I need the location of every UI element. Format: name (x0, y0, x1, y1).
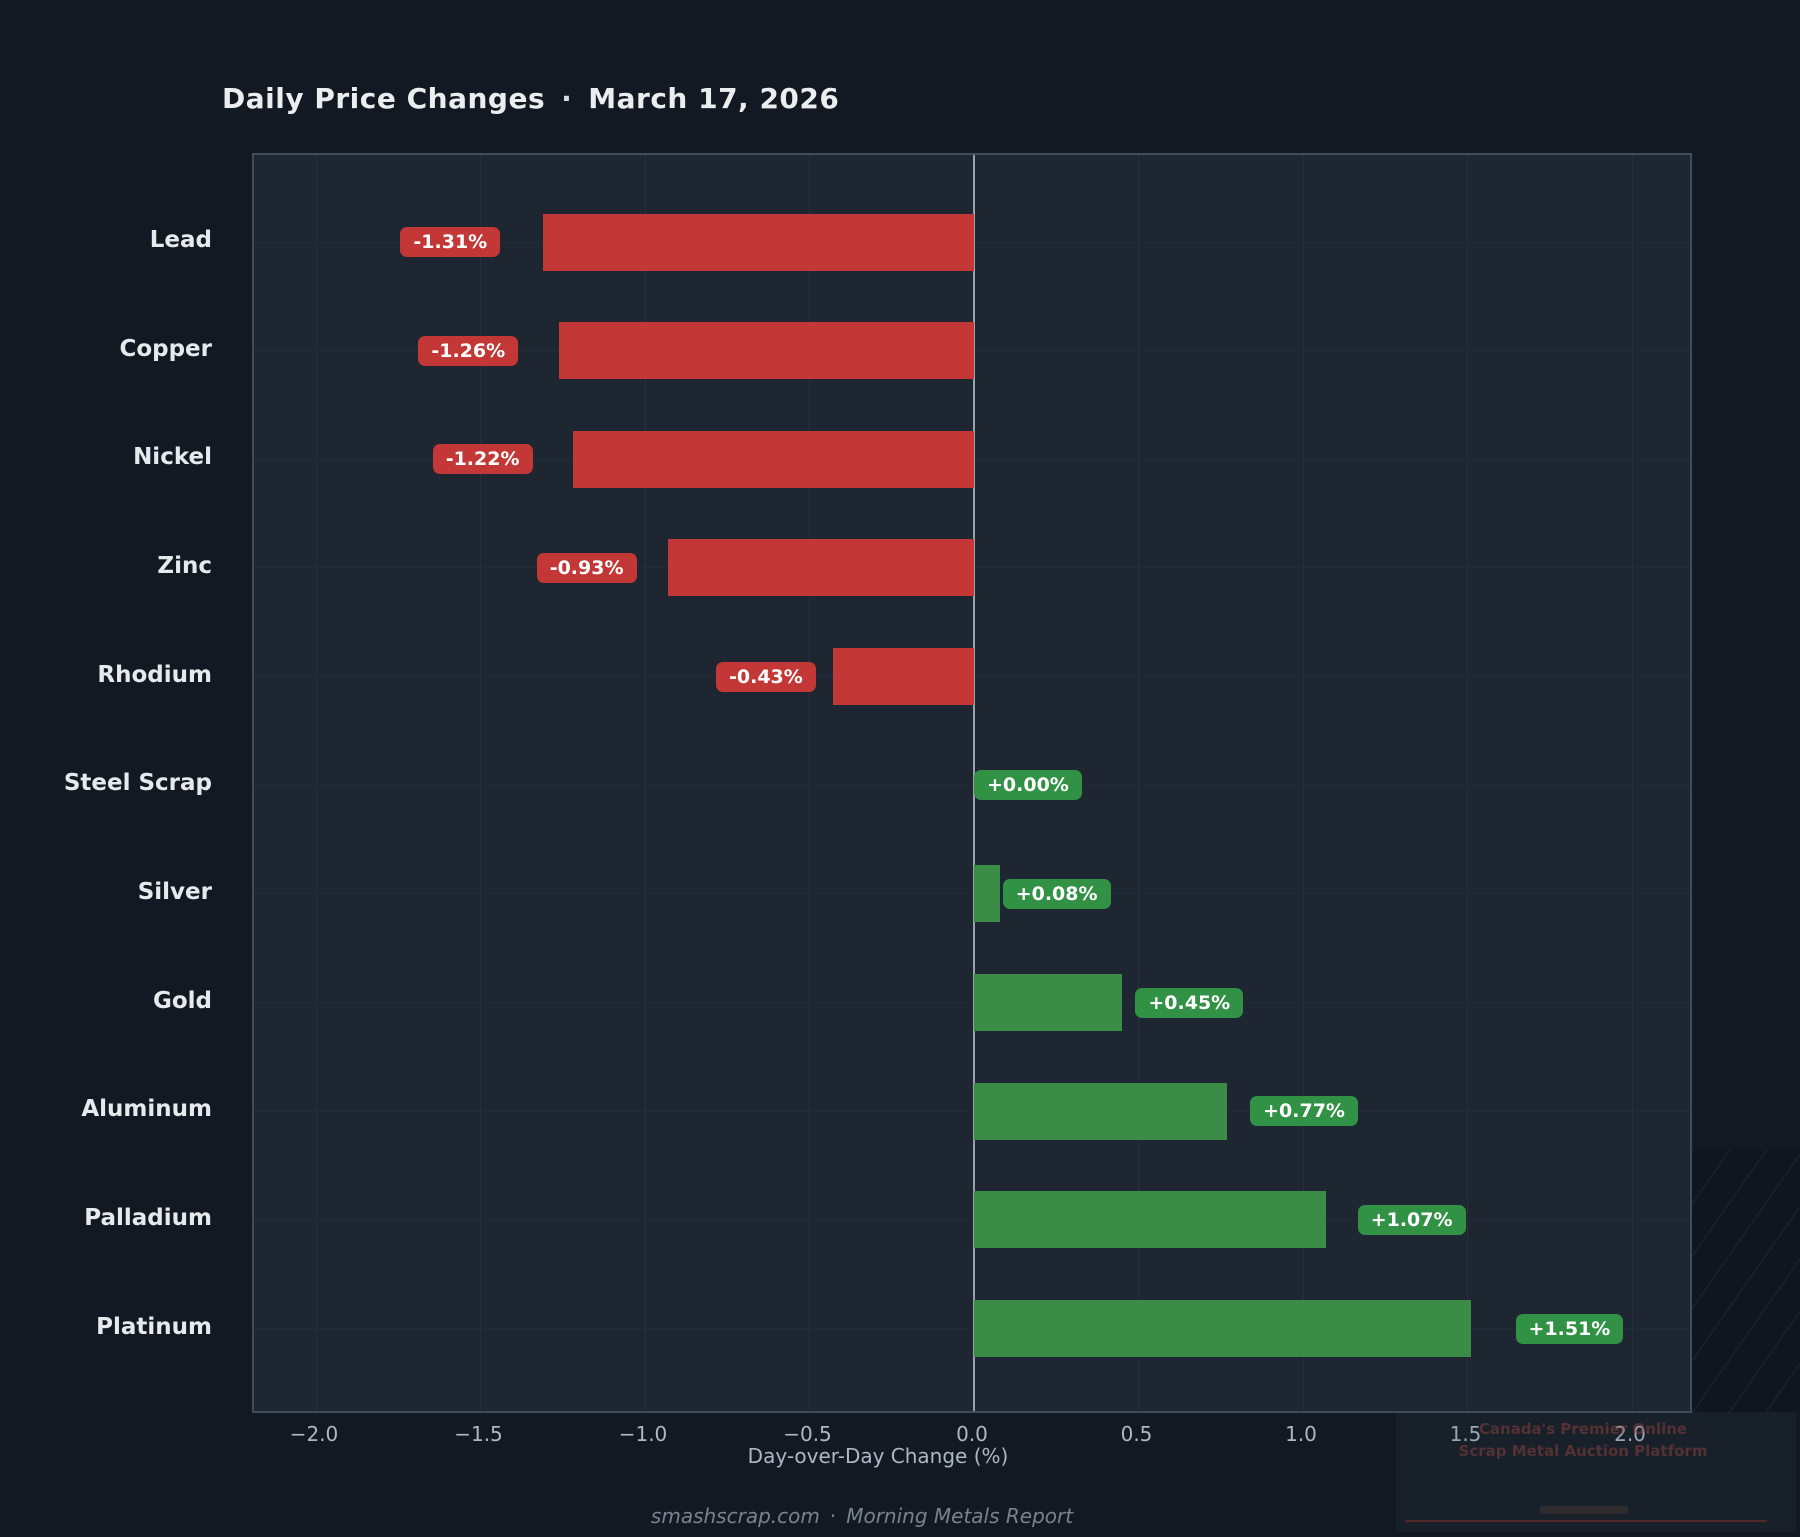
value-badge: -1.26% (418, 335, 519, 366)
gridline-vertical (1302, 155, 1304, 1411)
category-label: Nickel (133, 444, 212, 471)
bar (974, 1300, 1471, 1358)
footer-site: smashscrap.com (650, 1504, 820, 1528)
gridline-vertical (1631, 155, 1633, 1411)
x-axis-tick: −2.0 (289, 1422, 339, 1446)
gridline-horizontal (254, 893, 1690, 895)
value-badge: -0.93% (536, 552, 637, 583)
category-label: Copper (119, 335, 212, 362)
category-label: Silver (137, 878, 212, 905)
x-axis-tick: 0.5 (1120, 1422, 1153, 1446)
x-axis-tick: −0.5 (783, 1422, 832, 1446)
watermark-panel (1396, 1412, 1796, 1532)
gridline-horizontal (254, 1110, 1690, 1112)
plot-area: -1.31% -1.26% -1.22% -0.93% -0.43% +0.00% +0.0… (252, 153, 1692, 1413)
watermark-corner-pattern (1692, 1150, 1800, 1413)
value-badge: -1.31% (400, 227, 501, 257)
category-label: Rhodium (97, 661, 212, 688)
category-label: Lead (149, 227, 212, 253)
category-label: Zinc (157, 552, 212, 579)
title-separator: · (561, 82, 573, 115)
bar (668, 539, 974, 597)
category-label: Gold (152, 987, 212, 1014)
gridline-vertical (1467, 155, 1468, 1411)
x-axis-tick: 1.0 (1285, 1422, 1317, 1446)
gridline-horizontal (254, 1328, 1690, 1330)
chart-title: Daily Price Changes · March 17, 2026 (222, 82, 839, 115)
gridline-vertical (1138, 155, 1139, 1411)
value-badge: +1.51% (1515, 1313, 1624, 1344)
bar (974, 1191, 1327, 1249)
chart-title-text: Daily Price Changes (222, 82, 546, 115)
value-badge: +0.08% (1002, 878, 1111, 909)
watermark-line1: Canada's Premier Online (1478, 1420, 1688, 1438)
value-badge: +0.77% (1250, 1096, 1358, 1127)
footer-report: Morning Metals Report (846, 1504, 1074, 1528)
value-badge: +0.45% (1135, 987, 1244, 1018)
watermark-line2: Scrap Metal Auction Platform (1458, 1442, 1708, 1460)
value-badge: +1.07% (1357, 1204, 1466, 1235)
bar (832, 648, 974, 706)
gridline-vertical (644, 155, 646, 1411)
footer-separator: · (829, 1504, 837, 1528)
gridline-vertical (809, 155, 810, 1411)
value-badge: -0.43% (716, 661, 816, 692)
bar (543, 213, 974, 271)
bar (974, 1082, 1228, 1140)
gridline-vertical (315, 155, 317, 1411)
bar (974, 865, 1001, 923)
bar (559, 322, 974, 380)
value-badge: -1.22% (432, 444, 533, 475)
x-axis-tick: −1.5 (454, 1422, 503, 1446)
gridline-horizontal (254, 784, 1690, 786)
category-label: Aluminum (81, 1096, 212, 1123)
x-axis-tick: 2.0 (1614, 1422, 1646, 1446)
x-axis-tick: 1.5 (1449, 1422, 1482, 1446)
category-label: Palladium (84, 1204, 212, 1231)
gridline-vertical (480, 155, 481, 1411)
watermark-rule (1405, 1520, 1767, 1522)
chart-title-date: March 17, 2026 (588, 82, 840, 115)
category-label: Platinum (96, 1313, 212, 1340)
x-axis-tick: 0.0 (956, 1422, 988, 1446)
watermark-small-text-blur (1540, 1506, 1628, 1514)
bar (572, 430, 974, 488)
value-badge: +0.00% (974, 770, 1082, 801)
x-axis-tick: −1.0 (618, 1422, 668, 1446)
category-label: Steel Scrap (63, 770, 212, 797)
gridline-horizontal (254, 1219, 1690, 1221)
footer: smashscrap.com · Morning Metals Report (651, 1504, 1073, 1528)
bar (974, 974, 1123, 1032)
gridline-horizontal (254, 1002, 1690, 1004)
x-axis-label: Day-over-Day Change (%) (747, 1444, 1009, 1468)
